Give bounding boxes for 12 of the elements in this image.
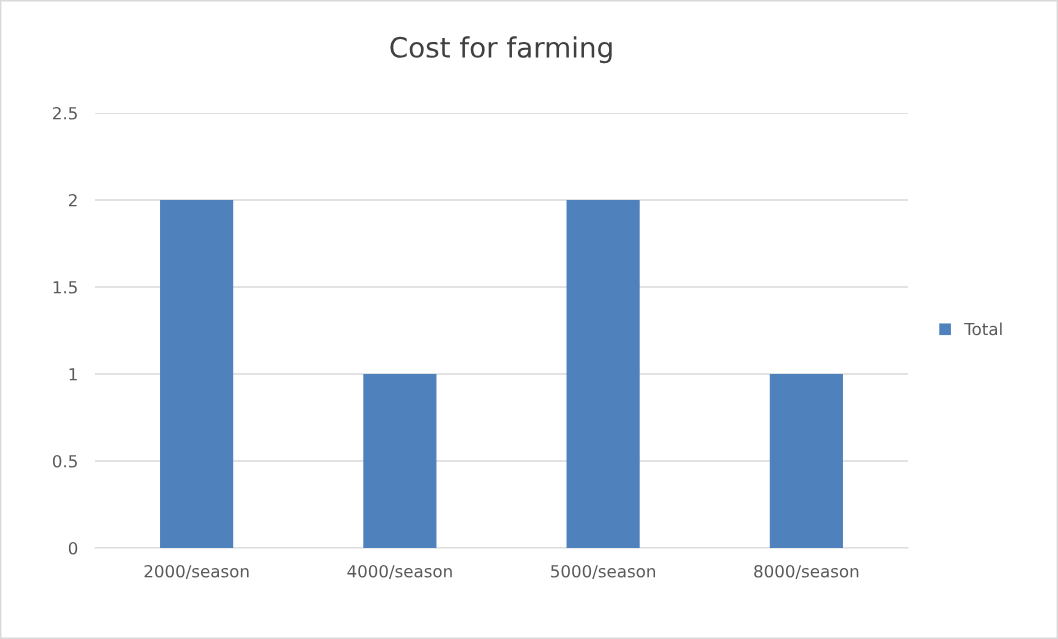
legend-label: Total xyxy=(964,322,1002,336)
y-tick-label: 0 xyxy=(68,541,78,555)
y-tick-label: 2.5 xyxy=(53,106,77,120)
x-tick-label: 5000/season xyxy=(551,564,656,579)
x-tick-label: 8000/season xyxy=(754,564,859,579)
y-tick-label: 1.5 xyxy=(53,281,77,294)
y-tick-label: 2 xyxy=(68,193,77,207)
x-tick-label: 2000/season xyxy=(144,564,249,579)
x-tick-label: 4000/season xyxy=(347,564,452,579)
y-tick-label: 1 xyxy=(69,368,77,381)
y-tick-label: 0.5 xyxy=(52,454,77,468)
chart-title: Cost for farming xyxy=(390,36,612,64)
